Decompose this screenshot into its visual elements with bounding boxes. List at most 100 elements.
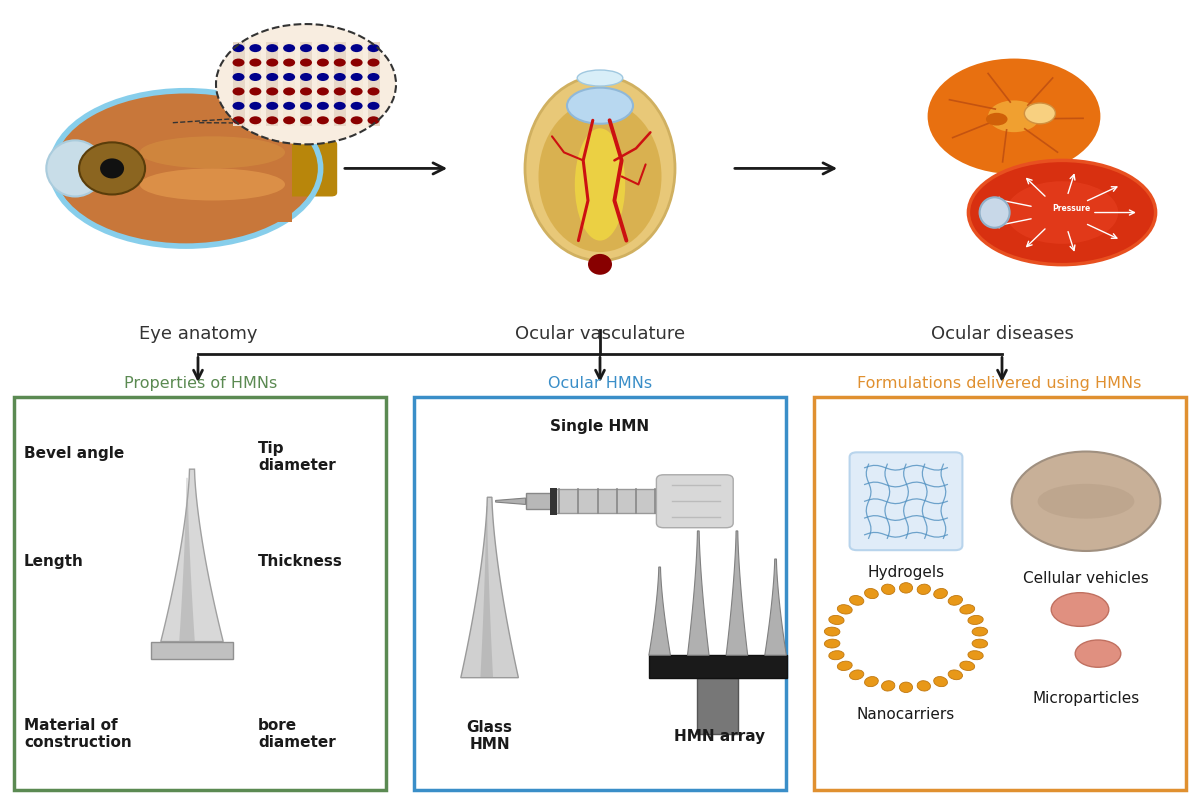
Circle shape xyxy=(334,102,346,110)
Text: Cellular vehicles: Cellular vehicles xyxy=(1024,571,1148,586)
Ellipse shape xyxy=(882,584,895,594)
Polygon shape xyxy=(496,498,526,504)
Ellipse shape xyxy=(948,670,962,679)
Circle shape xyxy=(283,73,295,81)
Circle shape xyxy=(300,116,312,124)
Polygon shape xyxy=(688,531,709,655)
Circle shape xyxy=(266,102,278,110)
Bar xyxy=(334,42,346,126)
FancyBboxPatch shape xyxy=(850,452,962,550)
Circle shape xyxy=(367,116,379,124)
Text: Bevel angle: Bevel angle xyxy=(24,446,125,460)
Bar xyxy=(552,489,670,513)
Circle shape xyxy=(350,102,362,110)
Circle shape xyxy=(233,73,245,81)
Ellipse shape xyxy=(139,168,286,200)
Bar xyxy=(526,493,552,509)
Circle shape xyxy=(1012,452,1160,551)
Ellipse shape xyxy=(850,670,864,679)
Ellipse shape xyxy=(968,650,983,660)
Circle shape xyxy=(250,73,262,81)
Text: bore
diameter: bore diameter xyxy=(258,718,336,750)
Ellipse shape xyxy=(568,87,634,124)
Circle shape xyxy=(233,44,245,52)
Circle shape xyxy=(317,44,329,52)
Bar xyxy=(300,42,312,126)
Ellipse shape xyxy=(948,596,962,606)
Circle shape xyxy=(367,87,379,95)
Ellipse shape xyxy=(539,101,661,252)
Circle shape xyxy=(266,44,278,52)
Ellipse shape xyxy=(100,159,124,178)
Ellipse shape xyxy=(838,661,852,670)
Circle shape xyxy=(250,102,262,110)
Circle shape xyxy=(266,87,278,95)
Ellipse shape xyxy=(988,100,1040,132)
Ellipse shape xyxy=(588,254,612,275)
Circle shape xyxy=(334,44,346,52)
Polygon shape xyxy=(161,469,223,642)
Ellipse shape xyxy=(972,627,988,636)
Text: Ocular vasculature: Ocular vasculature xyxy=(515,325,685,342)
Bar xyxy=(317,42,329,126)
Circle shape xyxy=(367,44,379,52)
Polygon shape xyxy=(649,567,671,655)
Circle shape xyxy=(250,59,262,67)
Circle shape xyxy=(334,87,346,95)
Ellipse shape xyxy=(829,615,844,625)
Bar xyxy=(550,488,557,515)
Ellipse shape xyxy=(934,677,948,687)
Circle shape xyxy=(317,73,329,81)
Circle shape xyxy=(233,102,245,110)
Circle shape xyxy=(350,59,362,67)
Bar xyxy=(191,115,292,221)
Circle shape xyxy=(350,73,362,81)
Circle shape xyxy=(350,87,362,95)
Circle shape xyxy=(283,87,295,95)
Circle shape xyxy=(1025,103,1056,124)
Text: Hydrogels: Hydrogels xyxy=(868,565,944,581)
Ellipse shape xyxy=(1051,593,1109,626)
Ellipse shape xyxy=(838,605,852,614)
Text: Formulations delivered using HMNs: Formulations delivered using HMNs xyxy=(858,375,1141,391)
Circle shape xyxy=(283,59,295,67)
FancyBboxPatch shape xyxy=(414,397,786,790)
Circle shape xyxy=(266,59,278,67)
Ellipse shape xyxy=(526,76,674,261)
Text: Tip
diameter: Tip diameter xyxy=(258,441,336,473)
Ellipse shape xyxy=(1075,640,1121,667)
FancyBboxPatch shape xyxy=(259,140,337,196)
Text: Nanocarriers: Nanocarriers xyxy=(857,707,955,723)
Ellipse shape xyxy=(882,681,895,691)
Ellipse shape xyxy=(979,197,1009,228)
Bar xyxy=(151,642,233,659)
Circle shape xyxy=(300,73,312,81)
Ellipse shape xyxy=(577,70,623,86)
Circle shape xyxy=(283,102,295,110)
Text: Ocular HMNs: Ocular HMNs xyxy=(548,375,652,391)
Bar xyxy=(350,42,362,126)
Ellipse shape xyxy=(864,589,878,598)
Circle shape xyxy=(266,116,278,124)
Ellipse shape xyxy=(960,661,974,670)
Polygon shape xyxy=(726,531,748,655)
Ellipse shape xyxy=(1006,181,1118,244)
Ellipse shape xyxy=(824,639,840,648)
Ellipse shape xyxy=(824,627,840,636)
Ellipse shape xyxy=(917,584,930,594)
Text: Length: Length xyxy=(24,554,84,569)
Circle shape xyxy=(250,44,262,52)
Circle shape xyxy=(283,116,295,124)
Bar xyxy=(283,42,295,126)
Circle shape xyxy=(367,102,379,110)
Circle shape xyxy=(233,116,245,124)
Circle shape xyxy=(233,59,245,67)
Circle shape xyxy=(250,87,262,95)
Bar xyxy=(649,655,787,678)
Circle shape xyxy=(350,44,362,52)
Ellipse shape xyxy=(900,582,913,593)
Circle shape xyxy=(233,87,245,95)
Circle shape xyxy=(250,116,262,124)
Circle shape xyxy=(300,102,312,110)
Ellipse shape xyxy=(1038,484,1134,519)
